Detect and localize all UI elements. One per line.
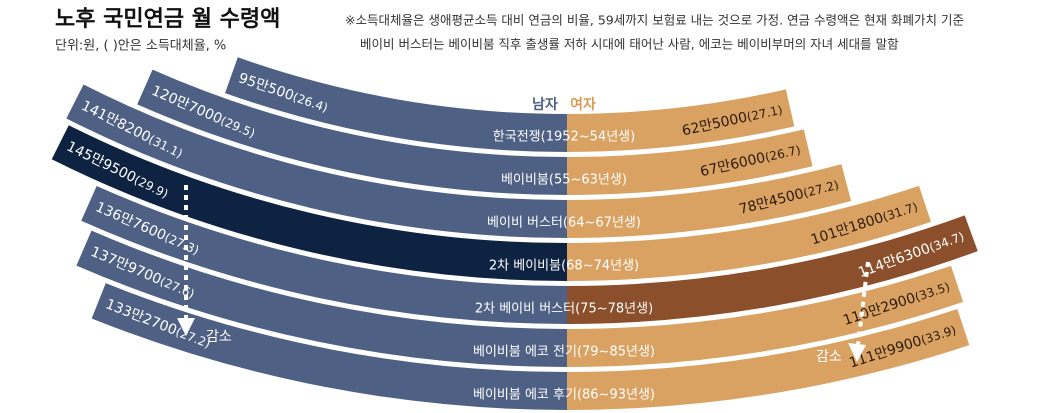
annotation: 감소 — [206, 329, 232, 345]
band — [567, 215, 978, 325]
annotation: 감소 — [816, 349, 842, 365]
arrow-head — [177, 318, 195, 336]
legend-label: 남자 — [532, 96, 558, 113]
arrow-head — [848, 343, 866, 362]
category-label: 베이비붐(55~63년생) — [501, 173, 627, 188]
band — [91, 283, 568, 410]
band — [76, 230, 567, 367]
overlay: 감소 감소 — [177, 185, 870, 365]
band — [567, 164, 852, 238]
chart-subtitle: 단위:원, ( )안은 소득대체율, % — [55, 39, 226, 54]
band — [567, 185, 932, 281]
chart-title: 노후 국민연금 월 수령액 — [55, 7, 280, 32]
note: 베이비 버스터는 베이비붐 직후 출생률 저하 시대에 태어난 사람, 에코는 … — [360, 37, 899, 52]
category-label: 베이비붐 에코 후기(86~93년생) — [473, 388, 655, 403]
band — [567, 129, 813, 195]
band — [137, 69, 567, 195]
category-label: 2차 베이비 버스터(75~78년생) — [475, 302, 653, 317]
band — [567, 309, 970, 410]
legend-label: 여자 — [570, 96, 596, 113]
band — [567, 89, 795, 152]
category-label: 한국전쟁(1952~54년생) — [493, 130, 635, 145]
band — [81, 185, 567, 325]
note: ※소득대체율은 생애평균소득 대비 연금의 비율, 59세까지 보험료 내는 것… — [345, 13, 964, 28]
arrow — [856, 261, 870, 346]
band — [66, 84, 568, 238]
category-label: 2차 베이비붐(68~74년생) — [489, 259, 639, 274]
band — [51, 125, 567, 282]
category-label: 베이비 버스터(64~67년생) — [487, 216, 641, 231]
category-label: 베이비붐 에코 전기(79~85년생) — [473, 345, 655, 360]
band — [567, 265, 964, 367]
band — [225, 57, 567, 153]
